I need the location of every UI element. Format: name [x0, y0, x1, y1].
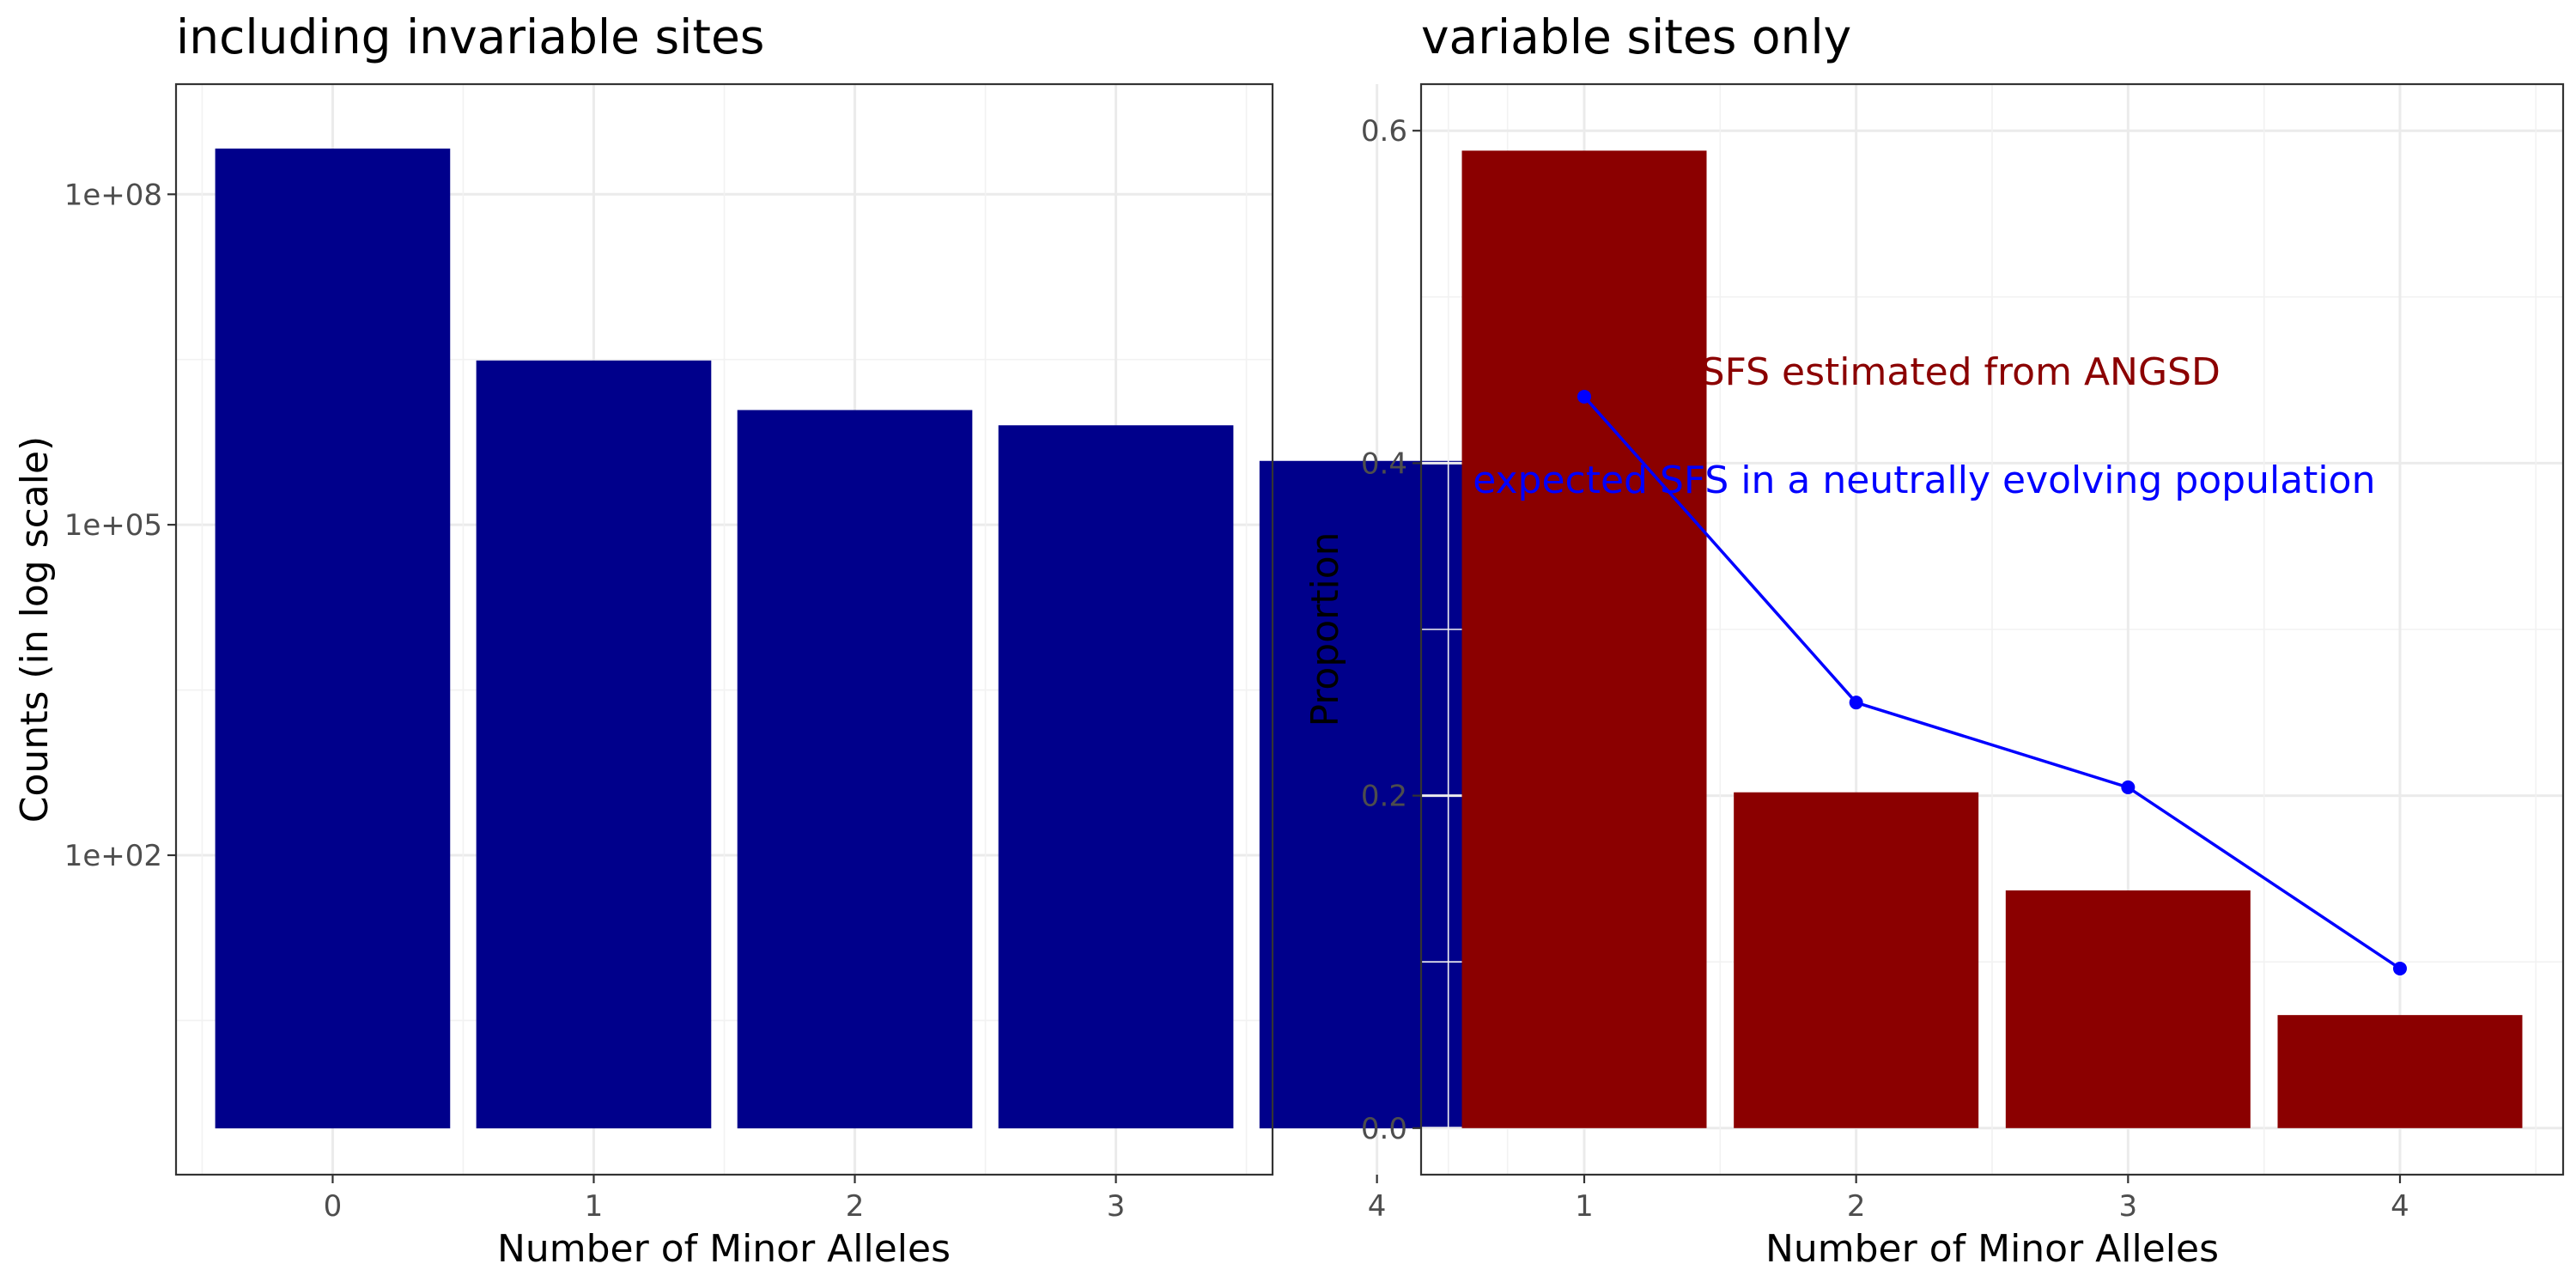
proportion-y-axis: 0.0 0.2 0.4 0.6	[1361, 114, 1421, 1146]
panel-counts: 1e+02 1e+05 1e+08 0 1 2 3 4 including invariab…	[13, 9, 1509, 1271]
x-tick-label: 3	[2119, 1189, 2138, 1224]
x-tick-label: 0	[324, 1189, 343, 1224]
proportion-x-axis: 1 2 3 4	[1575, 1175, 2409, 1224]
x-tick-label: 2	[1847, 1189, 1866, 1224]
expected-sfs-point-2	[1849, 696, 1863, 710]
expected-sfs-point-4	[2393, 961, 2407, 975]
y-tick-label: 0.6	[1361, 114, 1407, 149]
counts-y-axis: 1e+02 1e+05 1e+08	[64, 178, 176, 873]
x-tick-label: 1	[1575, 1189, 1594, 1224]
observed-sfs-annotation: al SFS estimated from ANGSD	[1655, 350, 2220, 394]
y-tick-label: 0.4	[1361, 447, 1407, 481]
x-tick-label: 3	[1107, 1189, 1126, 1224]
x-tick-label: 2	[846, 1189, 865, 1224]
x-tick-label: 4	[1368, 1189, 1387, 1224]
bar-2	[737, 410, 973, 1129]
proportion-panel-border	[1419, 82, 2565, 1176]
bar-2	[1734, 792, 1979, 1128]
counts-bars	[215, 149, 1495, 1129]
counts-x-axis: 0 1 2 3 4	[324, 1175, 1387, 1224]
x-tick-label: 1	[585, 1189, 604, 1224]
panel-proportion: al SFS estimated from ANGSD expected SFS …	[1303, 9, 2565, 1271]
y-tick-label: 1e+05	[64, 508, 162, 543]
bar-0	[215, 149, 451, 1129]
expected-sfs-point-3	[2121, 780, 2136, 794]
y-tick-label: 1e+08	[64, 178, 162, 212]
bar-3	[998, 425, 1234, 1129]
bar-1	[476, 360, 712, 1129]
proportion-bars	[1461, 150, 2523, 1128]
proportion-annotations: al SFS estimated from ANGSD expected SFS …	[1473, 350, 2375, 502]
expected-sfs-polyline	[1583, 395, 2401, 970]
bar-4	[2277, 1015, 2523, 1128]
bar-3	[2005, 890, 2251, 1128]
expected-sfs-line	[1577, 389, 2407, 975]
expected-sfs-point-1	[1577, 389, 1591, 404]
counts-chart-title: including invariable sites	[176, 9, 764, 64]
proportion-y-axis-title: Proportion	[1303, 532, 1347, 726]
counts-panel-border	[174, 82, 1274, 1176]
y-tick-label: 0.0	[1361, 1112, 1407, 1146]
counts-x-axis-title: Number of Minor Alleles	[497, 1227, 951, 1271]
y-tick-label: 0.2	[1361, 780, 1407, 814]
x-tick-label: 4	[2391, 1189, 2409, 1224]
y-tick-label: 1e+02	[64, 839, 162, 873]
counts-y-axis-title: Counts (in log scale)	[13, 436, 57, 823]
expected-sfs-annotation: expected SFS in a neutrally evolving pop…	[1473, 459, 2375, 502]
proportion-chart-title: variable sites only	[1421, 9, 1851, 64]
proportion-x-axis-title: Number of Minor Alleles	[1765, 1227, 2219, 1271]
bar-1	[1461, 150, 1707, 1128]
